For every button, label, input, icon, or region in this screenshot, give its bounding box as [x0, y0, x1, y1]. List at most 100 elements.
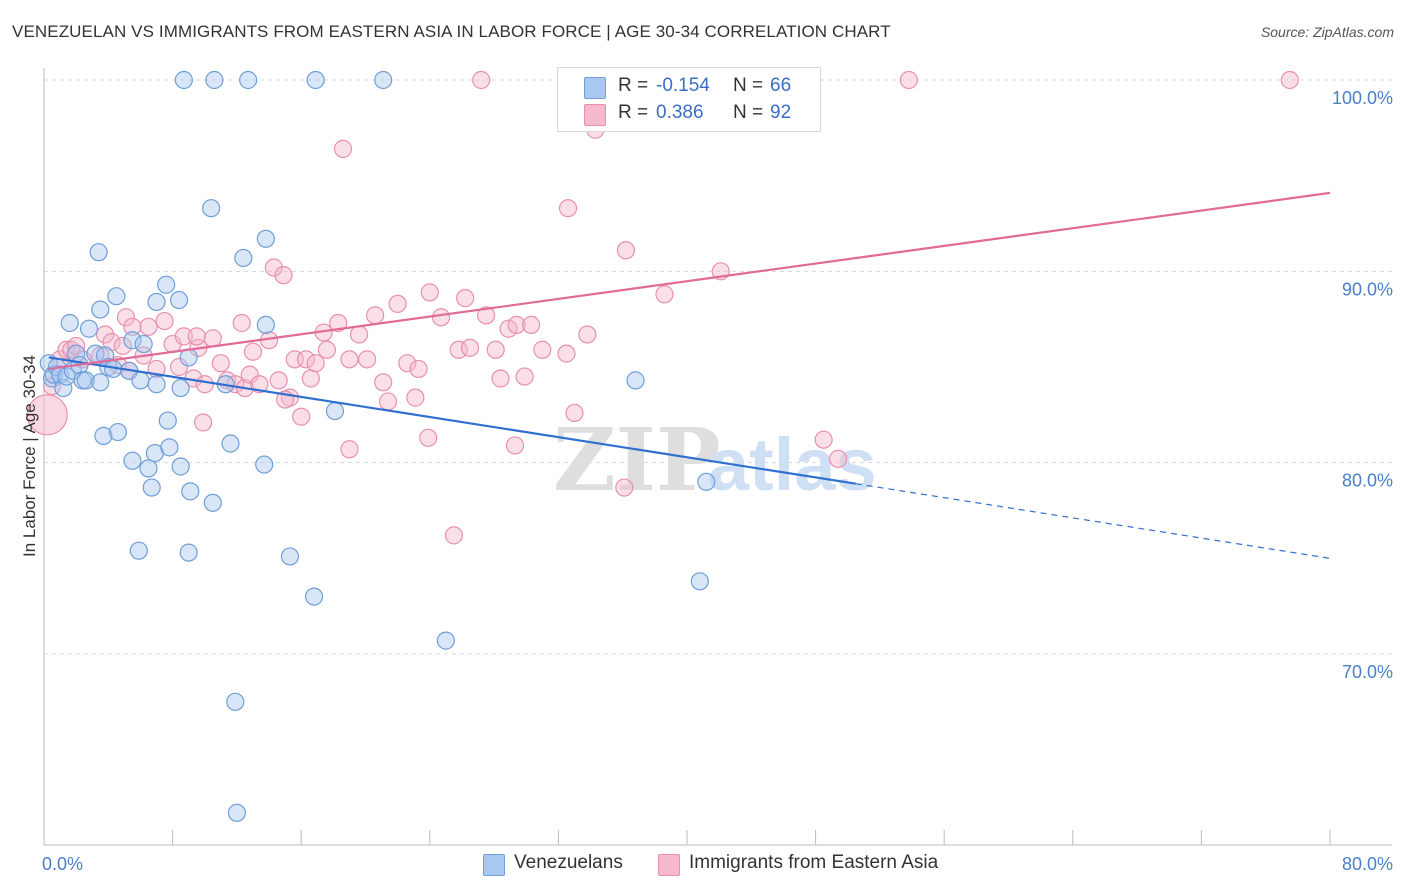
trend-line-extension [855, 483, 1331, 559]
data-point-venezuelans [226, 692, 245, 711]
data-point-eastern-asia [250, 375, 269, 394]
data-point-eastern-asia [374, 373, 393, 392]
data-point-eastern-asia [139, 317, 158, 336]
data-point-venezuelans [131, 371, 150, 390]
trend-line-venezuelans [48, 356, 856, 485]
y-axis-label: In Labor Force | Age 30-34 [20, 355, 39, 557]
data-point-eastern-asia [340, 350, 359, 369]
data-point-venezuelans [256, 229, 275, 248]
bottom-legend-swatch-blue [483, 854, 505, 876]
data-point-eastern-asia [378, 392, 398, 411]
bottom-legend-swatch-pink [658, 854, 680, 876]
data-point-eastern-asia [505, 436, 525, 455]
data-point-eastern-asia [169, 357, 189, 377]
legend-swatch-blue [584, 77, 606, 99]
series-venezuelans-points [39, 70, 716, 822]
data-point-eastern-asia [240, 365, 259, 384]
legend-row-eastern-asia: R = 0.386 N = 92 [558, 100, 820, 128]
legend: R = -0.154 N = 66 R = 0.386 N = 92 [557, 67, 821, 132]
data-point-venezuelans [94, 426, 113, 445]
data-point-eastern-asia [292, 407, 311, 426]
data-point-eastern-asia [814, 430, 833, 449]
data-point-eastern-asia [829, 449, 848, 468]
data-point-eastern-asia [456, 289, 475, 308]
data-point-venezuelans [108, 422, 128, 442]
data-point-venezuelans [123, 451, 142, 470]
data-point-venezuelans [205, 70, 224, 90]
data-point-venezuelans [123, 331, 142, 350]
trend-line-eastern-asia [48, 191, 1331, 371]
y-tick-label: 70.0% [1342, 662, 1393, 682]
data-point-eastern-asia [899, 70, 918, 90]
data-point-eastern-asia [211, 354, 230, 373]
data-point-eastern-asia [388, 294, 407, 313]
data-point-eastern-asia [444, 526, 464, 545]
data-point-venezuelans [234, 248, 253, 268]
data-point-venezuelans [89, 243, 108, 262]
data-point-venezuelans [157, 275, 176, 294]
grid-lines [44, 79, 1392, 655]
data-point-eastern-asia [616, 241, 636, 260]
data-point-eastern-asia [486, 340, 505, 359]
data-point-eastern-asia [194, 413, 213, 432]
data-point-eastern-asia [420, 283, 439, 302]
data-point-eastern-asia [431, 308, 451, 327]
legend-n-label: N = [733, 102, 764, 123]
data-point-eastern-asia [264, 258, 283, 277]
legend-r-label: R = [618, 75, 649, 96]
data-point-eastern-asia [26, 394, 68, 436]
data-point-eastern-asia [123, 317, 142, 336]
data-point-venezuelans [139, 459, 158, 478]
data-point-eastern-asia [301, 369, 320, 388]
x-tick-label: 0.0% [42, 854, 83, 874]
data-point-venezuelans [107, 287, 126, 306]
data-point-eastern-asia [195, 375, 214, 394]
watermark: ZIP [553, 410, 721, 511]
data-point-eastern-asia [449, 340, 468, 359]
data-point-venezuelans [91, 373, 110, 392]
data-point-venezuelans [256, 315, 275, 335]
data-point-eastern-asia [406, 388, 425, 407]
data-point-eastern-asia [296, 350, 316, 369]
series-eastern-asia-points [26, 70, 1299, 545]
data-point-venezuelans [76, 371, 95, 390]
data-point-venezuelans [60, 313, 79, 333]
data-point-venezuelans [171, 378, 190, 398]
data-point-eastern-asia [116, 308, 136, 327]
bottom-legend-label: Immigrants from Eastern Asia [689, 852, 939, 873]
data-point-eastern-asia [558, 199, 578, 218]
data-point-eastern-asia [615, 478, 634, 497]
data-point-venezuelans [203, 493, 222, 512]
data-point-eastern-asia [349, 325, 369, 344]
data-point-eastern-asia [333, 139, 353, 158]
data-point-eastern-asia [358, 350, 377, 369]
data-point-eastern-asia [366, 306, 385, 325]
data-point-eastern-asia [174, 327, 193, 346]
data-point-eastern-asia [1280, 70, 1299, 90]
bottom-legend-label: Venezuelans [514, 852, 623, 873]
legend-n-label: N = [733, 75, 764, 96]
data-point-venezuelans [255, 455, 274, 474]
data-point-eastern-asia [306, 354, 325, 373]
data-point-eastern-asia [203, 329, 222, 348]
data-point-eastern-asia [243, 342, 263, 361]
data-point-eastern-asia [329, 313, 348, 333]
data-point-venezuelans [129, 541, 148, 560]
data-point-venezuelans [147, 292, 166, 312]
data-point-venezuelans [239, 70, 258, 90]
data-point-venezuelans [227, 803, 246, 822]
data-point-eastern-asia [187, 327, 206, 346]
data-point-eastern-asia [274, 266, 293, 285]
data-point-eastern-asia [57, 340, 76, 359]
data-point-venezuelans [181, 482, 200, 501]
data-point-eastern-asia [565, 403, 584, 423]
data-point-venezuelans [160, 438, 179, 457]
trend-lines [48, 191, 1331, 559]
data-point-eastern-asia [476, 306, 496, 325]
data-point-eastern-asia [460, 338, 480, 357]
data-point-venezuelans [697, 472, 716, 491]
data-point-eastern-asia [521, 315, 541, 335]
data-point-venezuelans [280, 547, 300, 566]
data-point-eastern-asia [578, 325, 597, 344]
data-point-eastern-asia [340, 440, 359, 459]
